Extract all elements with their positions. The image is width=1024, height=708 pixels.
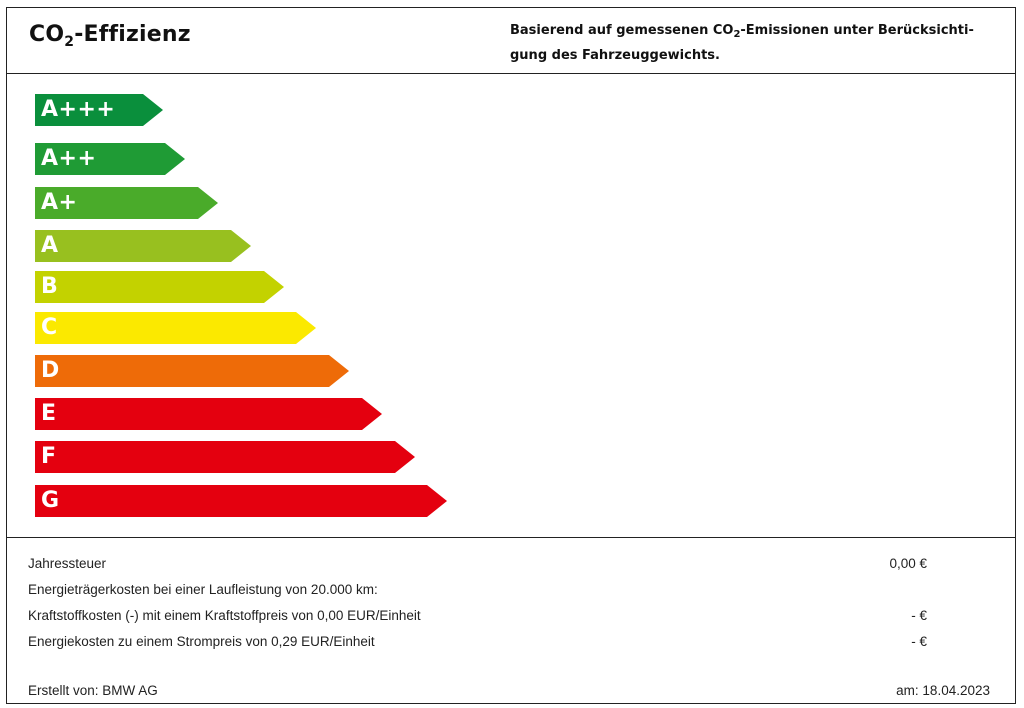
fuel-cost-label: Kraftstoffkosten (-) mit einem Kraftstof… — [28, 608, 421, 623]
efficiency-class-label: C — [41, 315, 58, 340]
co2-label-frame: CO2-Effizienz Basierend auf gemessenen C… — [6, 7, 1016, 704]
class-arrow-shape — [35, 271, 284, 303]
efficiency-class-arrow: A++ — [35, 143, 185, 175]
efficiency-class-label: F — [41, 444, 57, 469]
label-header: CO2-Effizienz Basierend auf gemessenen C… — [7, 8, 1015, 74]
header-description: Basierend auf gemessenen CO2-Emissionen … — [510, 20, 1000, 66]
tax-label: Jahressteuer — [28, 556, 107, 571]
efficiency-class-label: E — [41, 401, 57, 426]
efficiency-class-label: A — [41, 233, 59, 258]
created-by: Erstellt von: BMW AG — [28, 683, 158, 698]
class-arrow-shape — [35, 441, 415, 473]
fuel-cost-value: - € — [911, 608, 927, 623]
efficiency-class-arrow: G — [35, 485, 447, 517]
desc-part1: Basierend auf gemessenen CO — [510, 23, 734, 38]
power-cost-label: Energiekosten zu einem Strompreis von 0,… — [28, 634, 375, 649]
tax-value: 0,00 € — [889, 556, 927, 571]
title-subscript: 2 — [64, 34, 75, 50]
class-arrow-shape — [35, 398, 382, 430]
efficiency-class-arrow: F — [35, 441, 415, 473]
efficiency-class-arrow: A+ — [35, 187, 218, 219]
class-arrow-shape — [35, 187, 218, 219]
class-arrow-shape — [35, 312, 316, 344]
efficiency-scale: A+++ A++ A+ A B C D E F G — [7, 74, 1015, 538]
class-arrow-shape — [35, 143, 185, 175]
desc-part2: -Emissionen unter Berücksichti- — [740, 23, 974, 38]
desc-line2: gung des Fahrzeuggewichts. — [510, 48, 720, 63]
efficiency-class-arrow: B — [35, 271, 284, 303]
efficiency-class-label: A++ — [41, 146, 97, 171]
title-rest: -Effizienz — [74, 22, 191, 47]
cost-info: Jahressteuer 0,00 € Energieträgerkosten … — [7, 538, 1015, 705]
efficiency-class-label: B — [41, 274, 59, 299]
efficiency-class-arrow: D — [35, 355, 349, 387]
class-arrow-shape — [35, 94, 163, 126]
efficiency-class-label: A+ — [41, 190, 78, 215]
class-arrow-shape — [35, 355, 349, 387]
class-arrow-shape — [35, 230, 251, 262]
efficiency-class-label: A+++ — [41, 97, 116, 122]
efficiency-class-arrow: A — [35, 230, 251, 262]
energy-cost-label: Energieträgerkosten bei einer Laufleistu… — [28, 582, 378, 597]
page-title: CO2-Effizienz — [29, 22, 191, 50]
efficiency-class-arrow: C — [35, 312, 316, 344]
efficiency-class-label: D — [41, 358, 60, 383]
power-cost-value: - € — [911, 634, 927, 649]
class-arrow-shape — [35, 485, 447, 517]
efficiency-class-arrow: E — [35, 398, 382, 430]
created-date: am: 18.04.2023 — [896, 683, 990, 698]
efficiency-class-label: G — [41, 488, 60, 513]
desc-subscript: 2 — [733, 29, 741, 40]
efficiency-class-arrow: A+++ — [35, 94, 163, 126]
title-main: CO — [29, 22, 65, 47]
